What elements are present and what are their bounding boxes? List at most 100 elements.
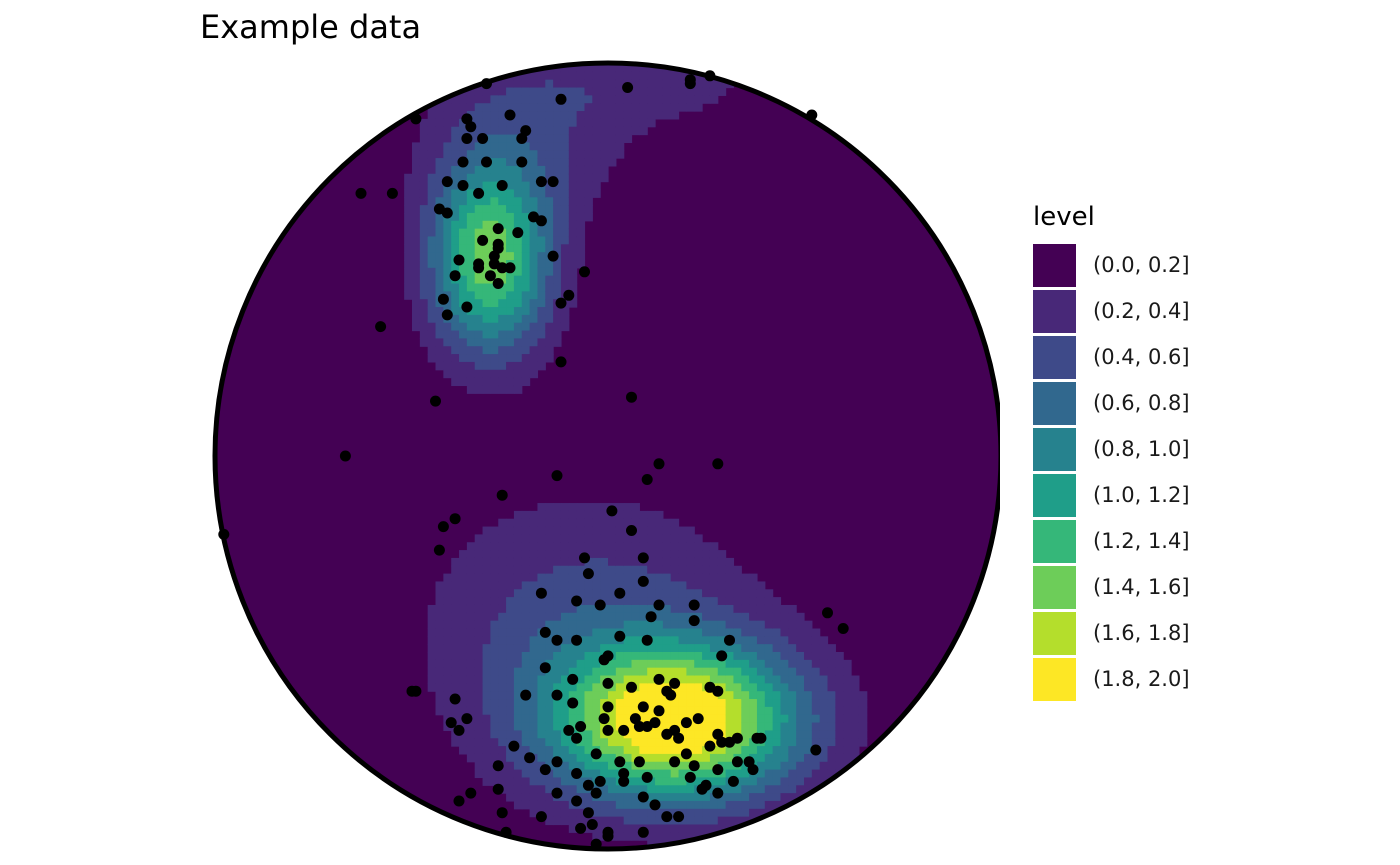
contour-cell (584, 691, 593, 700)
contour-cell (600, 173, 609, 183)
contour-cell (756, 746, 766, 755)
contour-cell (498, 620, 507, 630)
contour-cell (647, 808, 656, 818)
contour-cell (647, 746, 656, 755)
contour-cell (435, 165, 444, 175)
contour-cell (545, 573, 554, 583)
contour-cell (560, 134, 570, 143)
contour-cell (827, 761, 836, 771)
contour-cell (412, 212, 421, 222)
contour-cell (521, 565, 531, 575)
contour-cell (733, 667, 742, 677)
contour-cell (513, 659, 523, 669)
contour-cell (827, 652, 836, 661)
contour-cell (804, 628, 813, 637)
contour-cell (592, 181, 601, 191)
contour-cell (608, 714, 617, 724)
contour-cell (435, 111, 444, 120)
contour-cell (521, 612, 531, 622)
contour-cell (772, 612, 782, 622)
data-point (653, 458, 665, 470)
contour-cell (498, 252, 507, 261)
contour-cell (631, 832, 640, 841)
contour-cell (435, 173, 444, 183)
contour-cell (670, 824, 680, 833)
contour-cell (647, 753, 656, 763)
contour-cell (686, 636, 695, 645)
contour-cell (490, 158, 499, 167)
contour-cell (670, 612, 680, 622)
contour-cell (600, 158, 609, 167)
contour-cell (843, 699, 852, 708)
contour-cell (435, 644, 444, 653)
contour-cell (811, 691, 821, 700)
contour-cell (521, 659, 531, 669)
contour-cell (819, 706, 829, 716)
contour-cell (788, 730, 797, 739)
contour-cell (427, 354, 437, 363)
contour-cell (427, 667, 437, 677)
contour-cell (686, 565, 695, 575)
contour-cell (764, 722, 774, 731)
contour-cell (545, 142, 554, 151)
contour-cell (490, 581, 499, 590)
contour-cell (498, 283, 507, 292)
contour-cell (498, 557, 507, 567)
data-point (582, 807, 594, 819)
contour-cell (670, 565, 680, 575)
contour-cell (529, 573, 539, 583)
contour-cell (513, 691, 523, 700)
contour-cell (427, 322, 437, 332)
contour-cell (623, 71, 633, 81)
contour-cell (537, 620, 546, 630)
contour-cell (584, 87, 593, 96)
contour-cell (576, 165, 586, 175)
contour-cell (662, 667, 672, 677)
contour-cell (513, 275, 523, 285)
contour-cell (741, 597, 750, 606)
contour-cell (451, 597, 460, 606)
contour-cell (490, 753, 499, 763)
contour-cell (749, 683, 758, 692)
contour-cell (686, 87, 695, 96)
contour-cell (733, 652, 742, 661)
contour-cell (537, 730, 546, 739)
contour-cell (545, 118, 554, 128)
contour-cell (545, 346, 554, 355)
contour-cell (819, 738, 829, 747)
contour-cell (553, 118, 562, 128)
contour-cell (741, 636, 750, 645)
contour-cell (576, 518, 586, 528)
contour-cell (788, 675, 797, 684)
contour-cell (851, 691, 860, 700)
contour-cell (749, 667, 758, 677)
contour-cell (749, 573, 758, 583)
contour-cell (443, 589, 452, 598)
contour-cell (435, 158, 444, 167)
contour-cell (443, 275, 452, 285)
contour-cell (647, 565, 656, 575)
contour-cell (788, 628, 797, 637)
contour-cell (466, 236, 476, 245)
contour-cell (796, 628, 805, 637)
contour-cell (623, 64, 633, 73)
contour-cell (466, 612, 476, 622)
contour-cell (631, 706, 640, 716)
contour-cell (490, 369, 499, 379)
contour-cell (623, 761, 633, 771)
contour-cell (623, 738, 633, 747)
contour-cell (584, 722, 593, 731)
contour-cell (560, 573, 570, 583)
contour-cell (568, 644, 578, 653)
contour-cell (592, 659, 601, 669)
contour-cell (474, 361, 484, 371)
contour-cell (608, 111, 617, 120)
contour-cell (412, 307, 421, 316)
contour-cell (427, 604, 437, 614)
contour-cell (780, 691, 789, 700)
contour-cell (419, 189, 429, 198)
contour-cell (678, 604, 687, 614)
contour-cell (576, 675, 586, 684)
contour-cell (427, 228, 437, 238)
contour-cell (670, 659, 680, 669)
